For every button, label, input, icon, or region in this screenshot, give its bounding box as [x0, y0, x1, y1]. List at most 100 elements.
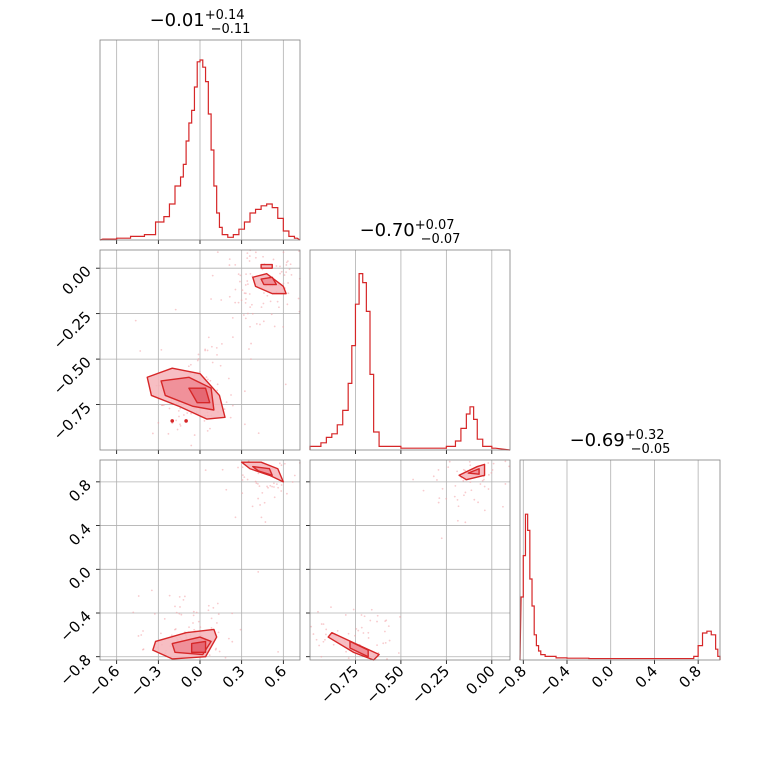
sample-point [363, 615, 366, 618]
sample-point [167, 432, 170, 435]
sample-point [221, 342, 223, 345]
title-plus: +0.07 [415, 218, 455, 233]
sample-point [282, 325, 285, 328]
x-tick-label: 0.0 [177, 662, 207, 692]
sample-point [197, 620, 200, 623]
sample-point [215, 647, 217, 650]
sample-point [469, 481, 472, 484]
sample-point [325, 628, 328, 631]
sample-point [445, 497, 448, 500]
scatter-points [132, 460, 301, 659]
sample-point [190, 412, 192, 415]
sample-point [246, 312, 249, 315]
sample-point [291, 481, 294, 483]
sample-point [168, 594, 171, 597]
sample-point [209, 427, 211, 430]
y-tick-label: 0.0 [65, 563, 95, 593]
contour-line [171, 636, 212, 656]
sample-point [223, 408, 226, 411]
sample-point [287, 292, 290, 295]
sample-point [248, 255, 251, 257]
contour-line [260, 263, 273, 269]
sample-point [231, 404, 234, 407]
sample-point [168, 407, 171, 410]
sample-point [312, 633, 315, 635]
sample-point [243, 390, 246, 393]
sample-point [245, 298, 247, 300]
sample-point [241, 474, 244, 477]
sample-point [453, 495, 456, 498]
title-value: −0.70 [360, 220, 415, 241]
sample-point [255, 482, 258, 485]
sample-point [344, 614, 347, 616]
sample-point [240, 299, 243, 302]
sample-point [262, 302, 265, 305]
sample-point [293, 474, 296, 477]
sample-point [269, 300, 272, 303]
sample-point [237, 301, 240, 304]
sample-point [354, 634, 356, 637]
panel-frame [309, 459, 511, 661]
sample-point [140, 634, 143, 636]
sample-point [370, 608, 373, 611]
sample-point [231, 612, 234, 615]
y-tick-label: 0.4 [65, 520, 95, 550]
sample-point [204, 348, 207, 351]
sample-point [204, 469, 207, 472]
sample-point [448, 460, 451, 463]
title-plus: +0.32 [625, 428, 665, 443]
sample-point [487, 488, 490, 490]
sample-point [360, 626, 363, 629]
sample-point [432, 475, 435, 478]
sample-point [261, 491, 264, 494]
sample-point [175, 419, 178, 422]
sample-point [330, 606, 332, 608]
sample-point [197, 358, 200, 360]
sample-point [255, 323, 258, 325]
sample-point [367, 631, 370, 634]
sample-point [257, 472, 260, 475]
sample-point [284, 383, 287, 386]
sample-point [205, 376, 208, 379]
sample-point [260, 516, 263, 519]
sample-point [175, 611, 178, 614]
sample-point [171, 422, 174, 425]
sample-point [298, 250, 301, 252]
sample-point [347, 632, 350, 635]
sample-point [412, 478, 414, 481]
histogram-line [519, 513, 721, 661]
sample-point [215, 346, 218, 349]
contour-line [458, 463, 486, 481]
sample-point [197, 353, 200, 356]
sample-point [266, 485, 268, 488]
sample-point [266, 294, 269, 297]
contour-line [467, 468, 480, 475]
sample-point [384, 630, 386, 633]
sample-point [257, 497, 260, 500]
density-marker [170, 419, 175, 423]
sample-point [239, 628, 242, 631]
sample-point [251, 312, 254, 315]
sample-point [179, 606, 181, 608]
x-tick-label: 0.3 [219, 662, 249, 692]
sample-point [332, 643, 335, 646]
sample-point [244, 317, 247, 320]
sample-point [206, 349, 209, 352]
sample-point [483, 485, 486, 488]
sample-point [369, 619, 372, 622]
sample-point [187, 365, 190, 368]
sample-point [502, 505, 504, 508]
sample-point [241, 289, 244, 292]
sample-point [192, 622, 194, 624]
sample-point [254, 480, 257, 483]
sample-point [192, 614, 195, 617]
sample-point [267, 486, 269, 489]
sample-point [270, 313, 273, 316]
contour-line [188, 387, 211, 404]
sample-point [290, 273, 293, 276]
sample-point [362, 632, 365, 634]
sample-point [262, 320, 265, 323]
sample-point [437, 469, 440, 471]
sample-point [269, 484, 272, 487]
